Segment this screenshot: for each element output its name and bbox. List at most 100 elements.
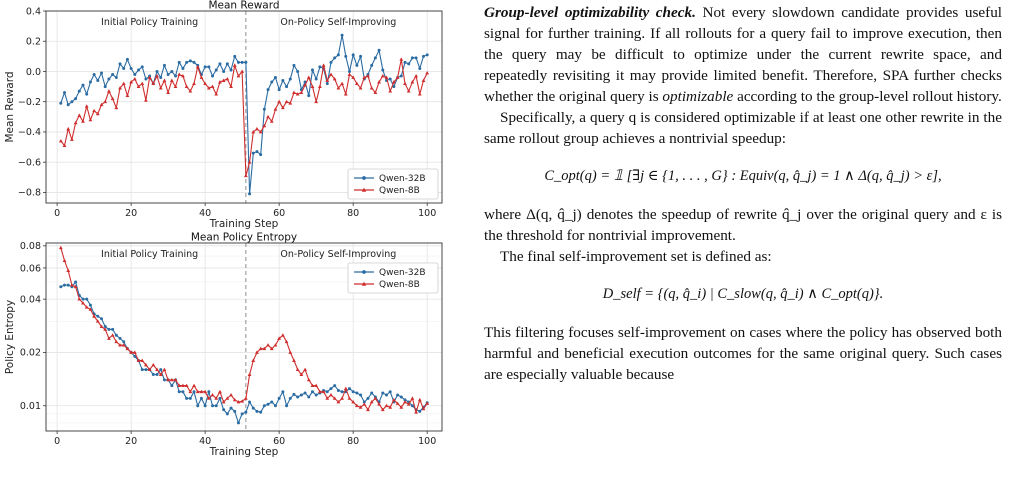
figure-panel: 0 20 40 60 80 100 −0.8 −0.6 −0.4 −0.2 0.0 0.2 0.4 Mea… [0, 0, 468, 482]
data-point [381, 68, 385, 72]
x-tick-label: 100 [418, 208, 436, 219]
data-point [343, 92, 348, 96]
data-point [100, 317, 104, 321]
data-point [251, 129, 256, 134]
data-point [325, 78, 330, 82]
data-point [92, 72, 96, 76]
data-point [173, 84, 178, 88]
y-tick-label: 0.01 [20, 401, 41, 412]
data-point [188, 396, 192, 400]
data-point [321, 63, 326, 67]
y-tick-label: 0.0 [26, 67, 41, 78]
data-point [211, 74, 215, 78]
data-point [410, 396, 415, 400]
data-point [192, 383, 196, 387]
data-point [214, 92, 219, 96]
data-point [395, 75, 400, 79]
data-point [147, 75, 152, 79]
data-point [355, 391, 359, 395]
data-point [229, 406, 233, 410]
data-point [225, 412, 229, 416]
data-point [314, 99, 319, 104]
data-point [199, 389, 204, 394]
data-point [173, 377, 178, 382]
data-point [388, 390, 392, 394]
data-point [192, 81, 196, 85]
data-point [206, 86, 211, 90]
data-point [229, 68, 233, 72]
data-point [255, 150, 259, 154]
series-qwen-8b [58, 245, 430, 415]
data-point [162, 78, 167, 82]
data-point [269, 119, 274, 123]
data-point [351, 390, 355, 394]
data-point [114, 333, 118, 337]
x-tick-label: 80 [347, 436, 359, 447]
data-point [177, 60, 181, 64]
paragraph-text: according to the group-level rollout his… [737, 88, 1002, 105]
legend-label: Qwen-32B [379, 174, 426, 184]
data-point [62, 143, 67, 147]
data-point [122, 66, 126, 70]
data-point [222, 408, 226, 412]
data-point [369, 86, 374, 90]
data-point [88, 117, 93, 122]
data-point [381, 391, 385, 395]
y-tick-label: 0.2 [26, 37, 41, 48]
data-point [184, 84, 189, 88]
data-point [347, 387, 351, 391]
legend-marker [361, 281, 367, 286]
data-point [159, 76, 163, 80]
legend-box [347, 168, 439, 200]
data-point [303, 83, 307, 87]
data-point [125, 346, 130, 351]
data-point [66, 283, 70, 287]
data-point [403, 60, 407, 64]
data-point [288, 101, 293, 105]
data-point [359, 54, 363, 58]
data-point [73, 120, 78, 125]
data-point [181, 74, 185, 78]
data-point [332, 77, 337, 81]
data-point [295, 367, 300, 371]
data-point [99, 324, 104, 328]
data-point [137, 68, 141, 72]
data-point [266, 402, 270, 406]
data-point [314, 383, 319, 387]
data-point [162, 63, 166, 67]
data-point [166, 72, 170, 76]
data-point [96, 79, 100, 83]
data-point [417, 397, 422, 402]
data-point [151, 81, 156, 85]
data-point [81, 297, 85, 301]
y-tick-label: −0.6 [18, 157, 41, 168]
data-point [59, 101, 63, 105]
paragraph-filtering: This filtering focuses self-improvement … [484, 324, 1002, 383]
data-point [203, 65, 207, 69]
data-point [99, 102, 104, 107]
data-point [236, 421, 240, 425]
data-point [103, 327, 108, 331]
data-point [414, 410, 418, 414]
data-point [347, 396, 352, 400]
data-point [136, 358, 141, 362]
data-point [347, 69, 351, 73]
y-tick-label: 0.04 [20, 294, 41, 305]
data-point [310, 390, 314, 394]
data-point [214, 404, 218, 408]
legend-box [347, 262, 439, 294]
data-point [129, 350, 134, 354]
data-point [84, 104, 89, 108]
data-point [285, 404, 289, 408]
data-point [111, 327, 115, 331]
data-point [395, 401, 400, 405]
data-point [333, 384, 337, 388]
data-point [333, 56, 337, 60]
data-point [288, 396, 292, 400]
phase-annotation: On-Policy Self-Improving [280, 249, 396, 260]
data-point [155, 69, 159, 73]
y-axis-label: Policy Entropy [4, 300, 16, 374]
data-point [366, 396, 370, 400]
data-point [144, 362, 148, 367]
data-point [240, 399, 245, 403]
